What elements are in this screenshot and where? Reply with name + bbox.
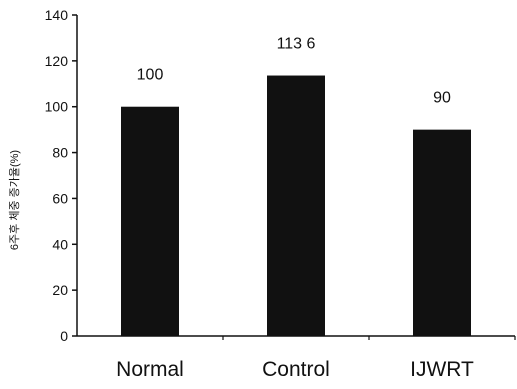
y-tick-label: 60 xyxy=(52,190,68,206)
category-label: Control xyxy=(262,358,330,381)
bar-normal xyxy=(121,106,179,336)
y-axis-label: 6주후 체중 증가율(%) xyxy=(8,150,21,250)
y-tick-label: 80 xyxy=(52,145,68,161)
data-label: 113 6 xyxy=(277,36,316,53)
y-tick-label: 120 xyxy=(45,53,69,69)
bar-ijwrt xyxy=(413,129,471,336)
y-tick-label: 100 xyxy=(45,99,69,115)
y-tick-label: 40 xyxy=(52,236,68,252)
y-tick-label: 20 xyxy=(52,282,68,298)
data-label: 100 xyxy=(137,67,164,84)
y-tick-label: 0 xyxy=(60,328,68,344)
bars-layer xyxy=(121,75,471,336)
data-label: 90 xyxy=(433,90,451,107)
category-label: Normal xyxy=(116,358,184,381)
y-tick-label: 140 xyxy=(45,7,69,23)
bar-control xyxy=(267,75,325,336)
labels-layer: 0 20 40 60 80 100 120 140 Normal 100 Control 113 6 I… xyxy=(45,7,474,381)
axes-layer xyxy=(72,14,516,340)
category-label: IJWRT xyxy=(410,358,474,381)
